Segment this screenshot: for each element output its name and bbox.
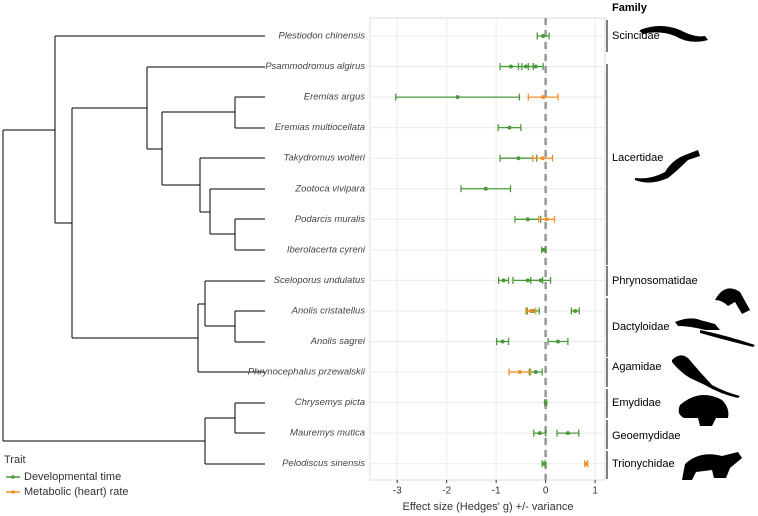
estimate (536, 32, 550, 40)
estimate (497, 124, 522, 132)
species-label: Podarcis muralis (295, 214, 365, 225)
estimate (570, 307, 580, 315)
legend: Trait Developmental time Metabolic (heart… (4, 454, 129, 498)
family-label: Phrynosomatidae (612, 275, 698, 287)
family-label: Lacertidae (612, 152, 663, 164)
family-label: Dactyloidae (612, 321, 669, 333)
plot-panel (369, 17, 606, 481)
legend-swatch-point (11, 475, 15, 479)
species-label: Sceloporus undulatus (274, 275, 366, 286)
point (541, 34, 546, 38)
family-title: Family (612, 2, 648, 14)
point (455, 95, 460, 100)
estimate (533, 429, 547, 437)
marks (395, 32, 589, 468)
species-label: Iberolacerta cyreni (287, 244, 366, 255)
point (537, 431, 542, 436)
point (483, 186, 488, 191)
point (500, 339, 505, 344)
family-label: Agamidae (612, 361, 662, 373)
phylogeny (2, 35, 265, 465)
silhouettes (635, 26, 755, 480)
species-label: Anolis cristatellus (291, 305, 366, 316)
estimate (496, 338, 510, 345)
point (509, 64, 513, 69)
point (538, 278, 543, 283)
estimate (547, 338, 569, 345)
family-label: Trionychidae (612, 458, 675, 470)
species-label: Zootoca vivipara (294, 183, 365, 194)
point (517, 370, 522, 375)
species-label: Takydromus wolteri (284, 153, 366, 164)
x-tick-label: 1 (592, 486, 598, 497)
point (523, 64, 528, 69)
legend-label: Developmental time (24, 471, 121, 483)
point (533, 370, 538, 375)
point (525, 217, 530, 222)
estimate (508, 368, 532, 376)
point (533, 64, 538, 69)
family-label: Emydidae (612, 397, 661, 409)
point (516, 156, 521, 161)
estimate (395, 93, 521, 101)
species-label: Psammodromus algirus (265, 61, 365, 72)
estimate (527, 63, 544, 71)
estimate (530, 276, 552, 284)
species-label: Anolis sagrei (310, 336, 366, 347)
x-axis-title: Effect size (Hedges' g) +/- variance (403, 501, 574, 513)
estimate (525, 307, 537, 315)
estimate (532, 154, 554, 162)
family-label: Scincidae (612, 30, 660, 42)
estimate (527, 93, 559, 101)
x-tick-label: -1 (492, 486, 501, 497)
estimate (543, 399, 548, 407)
point (544, 217, 549, 222)
point (556, 339, 560, 344)
estimate (538, 215, 556, 223)
point (525, 278, 530, 283)
estimate (584, 460, 589, 468)
species-label: Plestiodon chinensis (278, 31, 365, 42)
x-tick-label: 0 (543, 486, 549, 497)
legend-swatch-point (11, 490, 15, 494)
point (584, 461, 589, 466)
estimate (460, 185, 512, 193)
point (528, 308, 533, 313)
estimate (497, 276, 510, 284)
point (507, 125, 512, 130)
estimate (541, 246, 547, 254)
species-label: Eremias argus (304, 92, 365, 103)
species-label: Pelodiscus sinensis (282, 458, 365, 469)
estimate (541, 460, 546, 468)
point (573, 308, 578, 313)
point (541, 247, 546, 252)
x-tick-label: -3 (393, 486, 402, 497)
point (543, 400, 548, 405)
species-label: Chrysemys picta (295, 397, 365, 408)
x-tick-label: -2 (442, 486, 451, 497)
family-label: Geoemydidae (612, 430, 681, 442)
species-label: Mauremys mutica (290, 428, 365, 439)
point (565, 431, 570, 436)
estimate (556, 429, 580, 437)
legend-title: Trait (4, 454, 26, 466)
point (501, 278, 506, 283)
point (541, 95, 546, 100)
species-label: Phrynocephalus przewalskii (248, 367, 366, 378)
species-label: Eremias multiocellata (275, 122, 365, 133)
point (540, 156, 545, 161)
legend-label: Metabolic (heart) rate (24, 486, 129, 498)
point (541, 461, 546, 466)
